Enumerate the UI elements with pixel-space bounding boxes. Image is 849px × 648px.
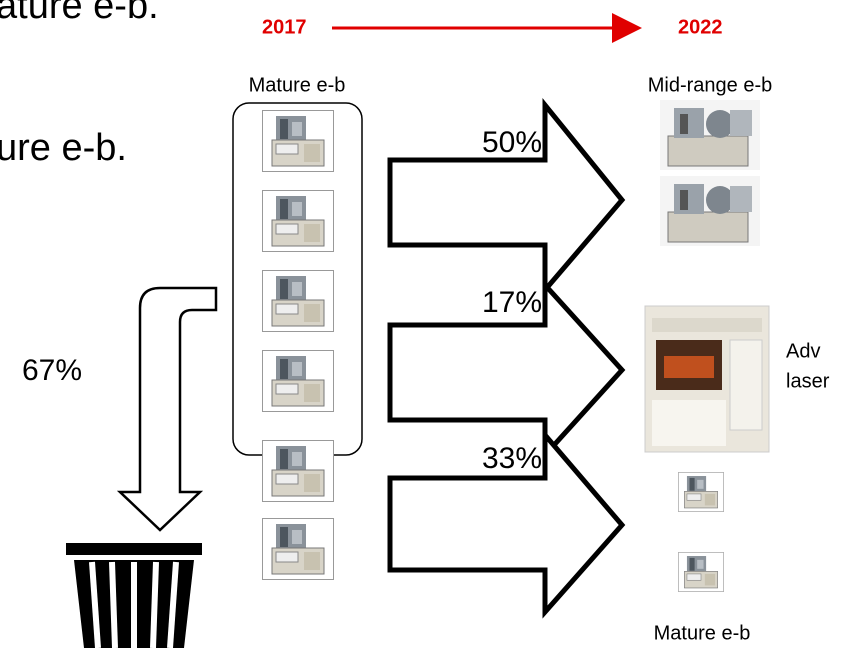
- mid-range-tools: [660, 100, 760, 246]
- target-label: Mature e-b: [654, 622, 751, 644]
- mature-tools: [678, 471, 724, 593]
- flow-arrow: [387, 278, 626, 462]
- start-year: 2017: [262, 16, 307, 38]
- end-year: 2022: [678, 16, 723, 38]
- source-label: Mature e-b: [249, 74, 346, 96]
- laser-tool: [644, 305, 770, 453]
- body-text: ure e-b.: [0, 127, 127, 169]
- target-label: laser: [786, 370, 830, 392]
- flow-label: 33%: [482, 442, 542, 475]
- target-label: Adv: [786, 340, 820, 362]
- body-text: ature e-b.: [0, 0, 159, 27]
- trash-can: [66, 543, 202, 648]
- flow-label: 17%: [482, 286, 542, 319]
- discard-arrow: [116, 286, 218, 532]
- flow-arrow: [387, 428, 626, 619]
- target-label: Mid-range e-b: [648, 74, 773, 96]
- flow-arrow: [387, 97, 626, 297]
- discard-label: 67%: [22, 354, 82, 387]
- flow-label: 50%: [482, 126, 542, 159]
